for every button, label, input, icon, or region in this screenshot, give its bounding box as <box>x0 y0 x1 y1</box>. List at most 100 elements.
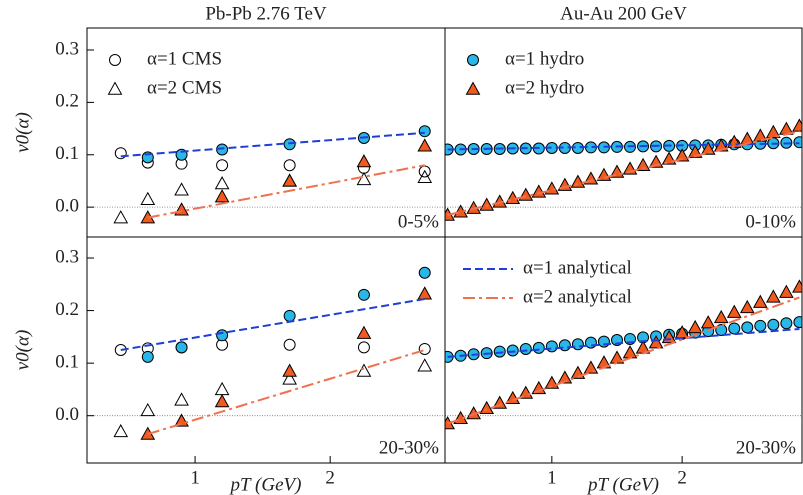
marker-circle <box>418 125 431 138</box>
marker-triangle <box>113 423 129 438</box>
y-tick-label: 0.3 <box>55 246 79 267</box>
panel-title: Pb-Pb 2.76 TeV <box>205 3 327 24</box>
panel: 0.0 0.1 0.2 0.3 1 2 20-30% v0(α) pT (GeV) <box>12 236 446 495</box>
legend-swatch <box>109 54 121 66</box>
marker-circle <box>357 341 370 354</box>
y-tick-label: 0.0 <box>55 196 79 217</box>
marker-triangle <box>687 319 703 334</box>
marker-triangle <box>140 191 156 205</box>
marker-circle <box>216 159 229 172</box>
legend-label: α=2 CMS <box>147 77 222 98</box>
panel: 0.0 0.1 0.2 0.3 Pb-Pb 2.76 TeV 0-5% v0(α) α=1 C… <box>12 3 446 238</box>
x-tick-label: 1 <box>190 467 200 488</box>
plot-area <box>445 279 802 430</box>
legend-label: α=2 analytical <box>523 286 632 307</box>
panel-frame <box>86 236 446 464</box>
marker-circle <box>571 338 584 351</box>
marker-circle <box>493 345 506 358</box>
marker-triangle <box>622 345 638 359</box>
marker-triangle <box>570 174 586 188</box>
marker-circle <box>283 138 296 151</box>
marker-triangle <box>531 184 547 198</box>
y-tick-label: 0.0 <box>55 404 79 425</box>
y-tick-label: 0.3 <box>55 38 79 59</box>
marker-circle <box>283 309 296 322</box>
marker-triangle <box>726 304 742 318</box>
marker-triangle <box>544 375 560 389</box>
series-line <box>447 327 800 358</box>
centrality-label: 0-10% <box>745 211 796 232</box>
marker-circle <box>754 319 767 332</box>
legend-label: α=1 CMS <box>147 48 222 69</box>
legend-entry: α=2 analytical <box>463 286 632 307</box>
marker-triangle <box>765 124 781 138</box>
marker-triangle <box>739 299 755 314</box>
marker-triangle <box>417 169 433 183</box>
legend-swatch <box>467 54 479 66</box>
marker-triangle <box>779 284 794 298</box>
centrality-label: 0-5% <box>398 211 439 232</box>
marker-triangle <box>479 197 495 211</box>
legend-entry: α=1 analytical <box>463 257 632 278</box>
marker-triangle <box>113 210 129 224</box>
marker-triangle <box>635 157 651 171</box>
marker-triangle <box>140 402 156 417</box>
marker-triangle <box>356 171 372 186</box>
marker-circle <box>283 338 296 351</box>
marker-triangle <box>282 363 297 377</box>
marker-circle <box>780 317 793 330</box>
legend-label: α=2 hydro <box>505 77 584 98</box>
marker-circle <box>767 318 780 331</box>
legend-label: α=1 analytical <box>523 257 632 278</box>
panel: 1 2 20-30% pT (GeV) α=1 analytical α=2 analyt… <box>444 236 803 495</box>
marker-circle <box>216 329 229 342</box>
legend-swatch <box>107 81 123 95</box>
series-line <box>120 131 425 158</box>
marker-circle <box>506 344 519 357</box>
marker-triangle <box>739 131 755 145</box>
y-axis-label: v0(α) <box>12 112 33 153</box>
panel-title: Au-Au 200 GeV <box>560 3 687 24</box>
marker-circle <box>741 321 754 334</box>
marker-circle <box>418 266 431 279</box>
centrality-label: 20-30% <box>736 437 796 458</box>
plot-area <box>113 125 433 224</box>
legend-entry: α=2 CMS <box>107 77 222 98</box>
marker-circle <box>418 342 431 355</box>
y-tick-label: 0.2 <box>55 299 79 320</box>
x-axis-label: pT (GeV) <box>586 474 659 495</box>
marker-triangle <box>752 294 768 308</box>
marker-circle <box>728 322 741 335</box>
marker-triangle <box>214 189 230 203</box>
panel-frame <box>444 236 803 464</box>
marker-triangle <box>792 279 802 293</box>
legend-entry: α=2 hydro <box>465 77 584 98</box>
marker-triangle <box>648 335 664 349</box>
marker-triangle <box>174 413 189 427</box>
y-tick-label: 0.1 <box>55 143 79 164</box>
marker-triangle <box>174 392 189 406</box>
series-line <box>447 130 800 216</box>
y-tick-label: 0.1 <box>55 351 79 372</box>
legend-swatch <box>465 81 481 95</box>
marker-circle <box>793 136 802 149</box>
marker-triangle <box>765 289 781 303</box>
y-tick-label: 0.2 <box>55 91 79 112</box>
marker-triangle <box>752 128 768 142</box>
panel-frame <box>86 27 446 238</box>
legend-label: α=1 hydro <box>505 48 584 69</box>
marker-triangle <box>417 138 433 152</box>
series-line <box>120 298 425 351</box>
x-tick-label: 2 <box>677 467 687 488</box>
marker-circle <box>532 341 545 354</box>
marker-circle <box>519 342 532 355</box>
legend-entry: α=1 hydro <box>467 48 584 69</box>
marker-circle <box>357 288 370 301</box>
marker-triangle <box>214 176 230 190</box>
marker-triangle <box>417 358 433 372</box>
series-line <box>447 296 800 425</box>
marker-triangle <box>792 118 802 132</box>
y-axis-label: v0(α) <box>12 330 33 371</box>
series-line <box>147 164 425 219</box>
marker-triangle <box>282 371 297 385</box>
